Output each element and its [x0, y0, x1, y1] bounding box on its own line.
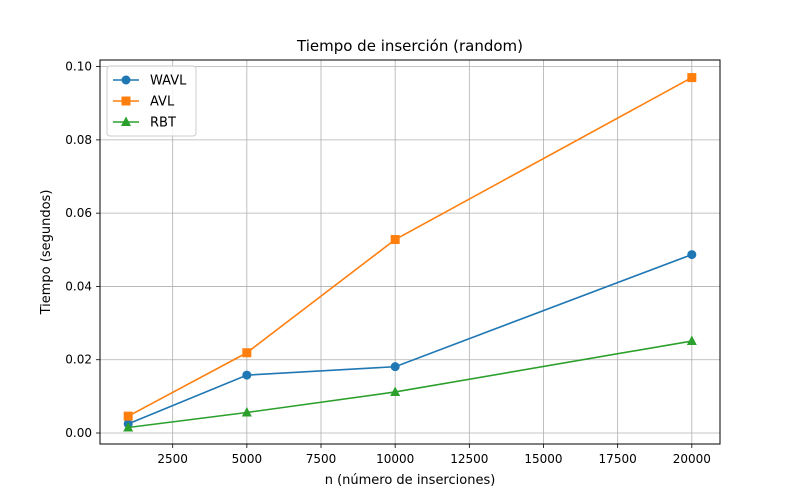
- x-tick-label: 15000: [524, 452, 562, 466]
- data-point-rbt: [241, 406, 252, 417]
- x-axis-label: n (número de inserciones): [325, 473, 496, 488]
- x-tick-label: 20000: [673, 452, 711, 466]
- data-point-wavl: [390, 362, 400, 372]
- legend-marker-avl: [121, 96, 131, 106]
- y-tick-label: 0.08: [65, 133, 92, 147]
- series-wavl: [123, 250, 697, 429]
- x-tick-label: 17500: [599, 452, 637, 466]
- x-tick-label: 5000: [232, 452, 263, 466]
- data-point-rbt: [686, 335, 697, 346]
- y-tick-label: 0.06: [65, 206, 92, 220]
- x-tick-label: 2500: [157, 452, 188, 466]
- y-tick-label: 0.02: [65, 353, 92, 367]
- legend: WAVL AVL RBT: [106, 65, 197, 137]
- data-point-avl: [687, 73, 697, 83]
- legend-item-avl: AVL: [113, 95, 175, 110]
- series-line-rbt: [128, 340, 692, 429]
- x-tick-label: 12500: [450, 452, 488, 466]
- data-point-wavl: [242, 370, 252, 380]
- grid: [100, 60, 720, 444]
- legend-label-wavl: WAVL: [150, 74, 187, 89]
- x-tick-label: 7500: [306, 452, 337, 466]
- data-point-rbt: [123, 422, 134, 432]
- series-group: [123, 73, 697, 432]
- legend-item-wavl: WAVL: [113, 74, 187, 89]
- x-axis: 2500 5000 7500 10000 12500 15000 17500 20000: [157, 444, 711, 466]
- legend-label-avl: AVL: [150, 95, 175, 110]
- legend-box: [106, 65, 197, 137]
- y-axis-label: Tiempo (segundos): [39, 190, 54, 316]
- series-avl: [123, 73, 697, 421]
- data-point-rbt: [390, 386, 401, 396]
- legend-label-rbt: RBT: [150, 116, 176, 131]
- legend-item-rbt: RBT: [113, 116, 176, 131]
- plot-frame: [99, 59, 721, 445]
- series-rbt: [123, 335, 697, 432]
- chart-title: Tiempo de inserción (random): [296, 37, 523, 55]
- x-tick-label: 10000: [376, 452, 414, 466]
- series-line-avl: [127, 76, 693, 417]
- legend-marker-rbt: [121, 116, 131, 126]
- series-line-wavl: [127, 253, 693, 425]
- y-tick-label: 0.10: [65, 60, 92, 74]
- data-point-avl: [390, 235, 400, 245]
- y-tick-label: 0.00: [65, 426, 92, 440]
- data-point-avl: [123, 411, 133, 421]
- y-axis: 0.00 0.02 0.04 0.06 0.08 0.10: [65, 60, 100, 440]
- data-point-wavl: [687, 250, 697, 260]
- legend-marker-wavl: [121, 75, 131, 85]
- data-point-avl: [242, 348, 252, 358]
- y-tick-label: 0.04: [65, 279, 92, 293]
